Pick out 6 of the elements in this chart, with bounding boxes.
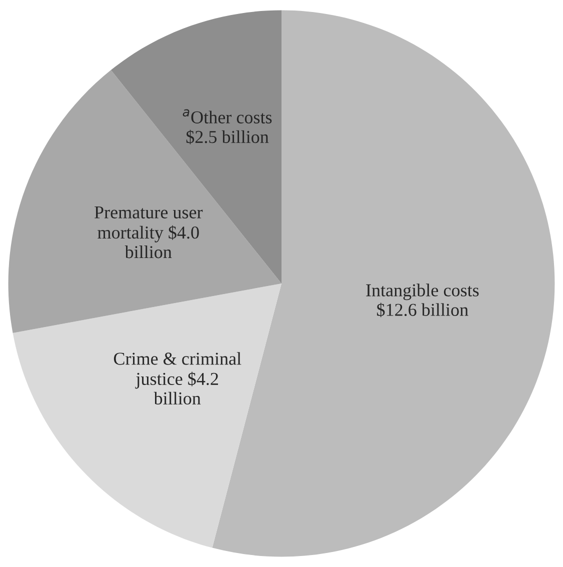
slice-label: Intangible costs xyxy=(366,284,479,300)
slice-label: Premature user mortality $4.0 billion xyxy=(94,206,203,258)
data-label: $12.6 billion xyxy=(377,302,468,318)
data-label: $2.5 billion xyxy=(186,130,269,144)
slice-label: Crime & criminal justice $4.2 billion xyxy=(114,352,242,405)
slice-label: $^{a}$Other costs xyxy=(182,109,272,124)
